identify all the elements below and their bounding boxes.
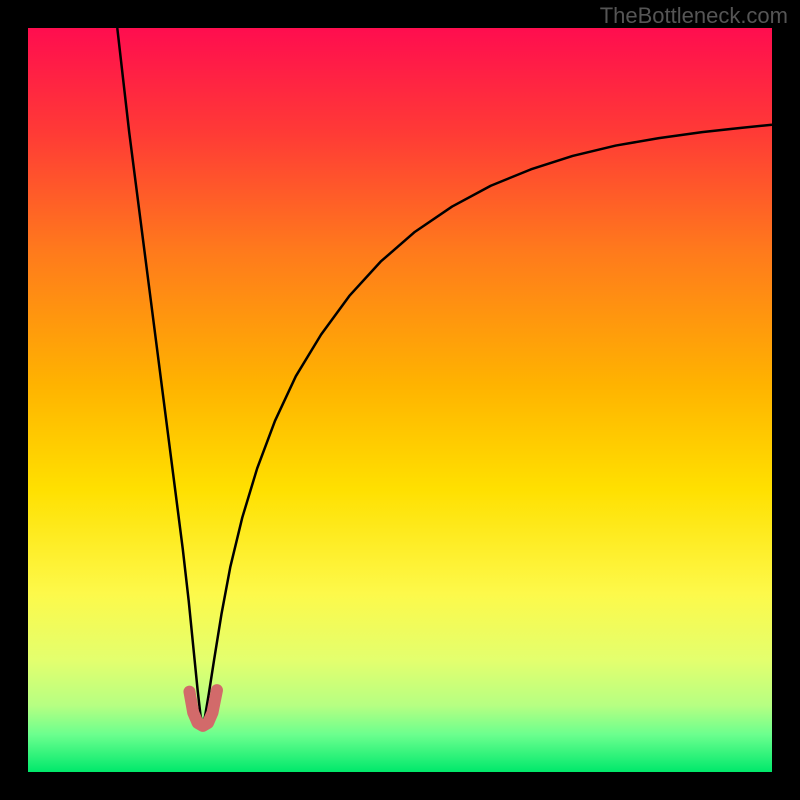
watermark-text: TheBottleneck.com (600, 3, 788, 29)
main-curve-path (117, 28, 772, 724)
plot-area (28, 28, 772, 772)
notch-overlay-path (189, 690, 217, 726)
chart-svg (28, 28, 772, 772)
